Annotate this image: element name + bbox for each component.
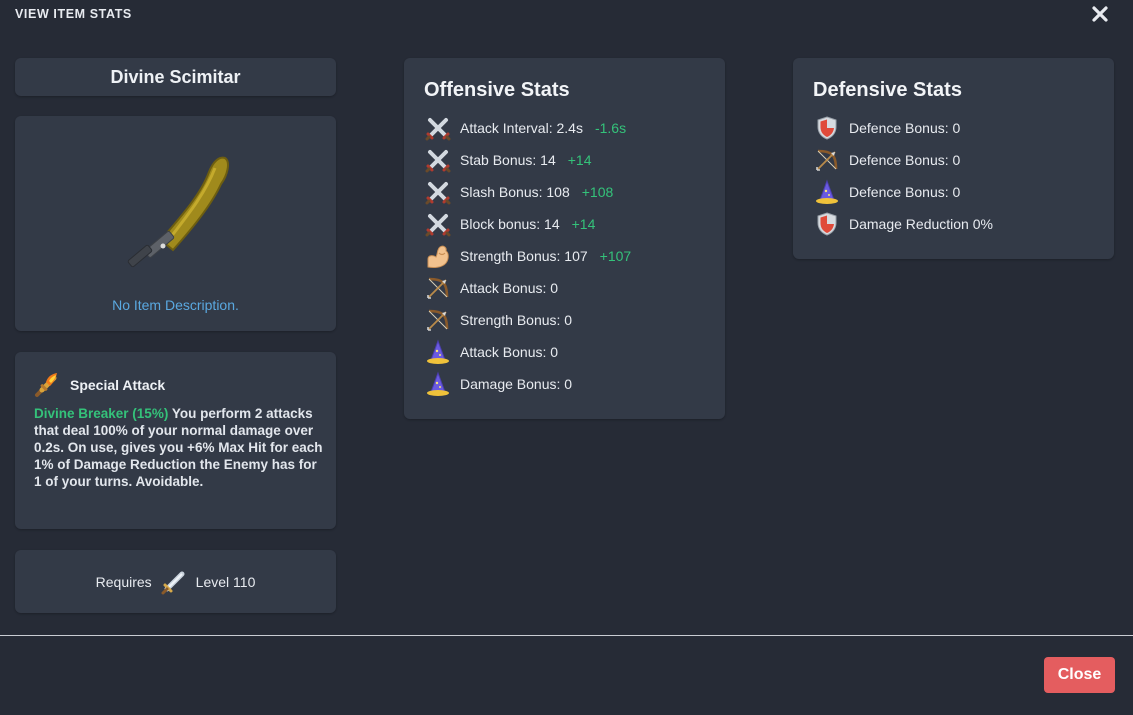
stat-label: Block bonus: 14 [460, 216, 560, 232]
wizard-hat-icon [813, 178, 841, 206]
defensive-stats-heading: Defensive Stats [813, 79, 962, 101]
shield-icon [813, 114, 841, 142]
stat-label: Attack Bonus: 0 [460, 280, 559, 296]
requires-label: Requires [95, 573, 152, 590]
modal-title: VIEW ITEM STATS [15, 7, 132, 21]
crossed-swords-icon [424, 210, 452, 238]
stat-label: Defence Bonus: 0 [849, 184, 961, 200]
defensive-stat-row: Defence Bonus: 0 [813, 112, 993, 144]
crossed-swords-icon [424, 178, 452, 206]
required-level: Level 110 [195, 573, 256, 590]
offensive-stat-row: Strength Bonus: 0 [424, 304, 631, 336]
close-button[interactable]: Close [1044, 657, 1115, 693]
item-name-panel: Divine Scimitar [15, 58, 336, 96]
offensive-stats-panel: Offensive Stats Attack Interval: 2.4s -1.… [404, 58, 725, 419]
bow-icon [813, 146, 841, 174]
defensive-stat-row: Damage Reduction 0% [813, 208, 993, 240]
offensive-stat-row: Slash Bonus: 108 +108 [424, 176, 631, 208]
offensive-stat-row: Stab Bonus: 14 +14 [424, 144, 631, 176]
offensive-stats-heading: Offensive Stats [424, 79, 570, 101]
stat-label: Strength Bonus: 107 [460, 248, 588, 264]
wizard-hat-icon [424, 370, 452, 398]
stat-label: Defence Bonus: 0 [849, 120, 961, 136]
crossed-swords-icon [424, 114, 452, 142]
offensive-stat-row: Block bonus: 14 +14 [424, 208, 631, 240]
special-attack-panel: Special Attack Divine Breaker (15%) You … [15, 352, 336, 529]
bow-icon [424, 306, 452, 334]
defensive-stats-panel: Defensive Stats Defence Bonus: 0 Defence … [793, 58, 1114, 259]
shield-icon [813, 210, 841, 238]
bow-icon [424, 274, 452, 302]
stat-label: Slash Bonus: 108 [460, 184, 570, 200]
stat-label: Defence Bonus: 0 [849, 152, 961, 168]
requirements-panel: Requires Level 110 [15, 550, 336, 613]
close-icon[interactable] [1091, 5, 1109, 23]
offensive-stat-row: Strength Bonus: 107 +107 [424, 240, 631, 272]
special-attack-text: You perform 2 attacks that deal 100% of … [34, 406, 323, 489]
stat-delta: +108 [581, 184, 614, 200]
stat-delta: +14 [567, 152, 592, 168]
defensive-stats-list: Defence Bonus: 0 Defence Bonus: 0 Defence … [813, 112, 993, 240]
defensive-stat-row: Defence Bonus: 0 [813, 144, 993, 176]
footer-divider [0, 635, 1133, 636]
stat-label: Attack Interval: 2.4s [460, 120, 583, 136]
stat-delta: +14 [571, 216, 596, 232]
offensive-stats-list: Attack Interval: 2.4s -1.6s Stab Bonus: 14… [424, 112, 631, 400]
stat-label: Strength Bonus: 0 [460, 312, 573, 328]
item-image-panel: No Item Description. [15, 116, 336, 331]
crossed-swords-icon [424, 146, 452, 174]
wizard-hat-icon [424, 338, 452, 366]
offensive-stat-row: Attack Bonus: 0 [424, 272, 631, 304]
defensive-stat-row: Defence Bonus: 0 [813, 176, 993, 208]
flaming-sword-icon [35, 373, 57, 397]
offensive-stat-row: Attack Interval: 2.4s -1.6s [424, 112, 631, 144]
stat-delta: -1.6s [594, 120, 627, 136]
special-attack-heading: Special Attack [70, 377, 166, 393]
offensive-stat-row: Attack Bonus: 0 [424, 336, 631, 368]
stat-delta: +107 [599, 248, 632, 264]
offensive-stat-row: Damage Bonus: 0 [424, 368, 631, 400]
stat-label: Stab Bonus: 14 [460, 152, 556, 168]
scimitar-icon [127, 156, 229, 268]
attack-sword-icon [161, 571, 185, 594]
stat-label: Damage Bonus: 0 [460, 376, 573, 392]
stat-label: Attack Bonus: 0 [460, 344, 559, 360]
item-description: No Item Description. [112, 297, 239, 313]
special-attack-description: Divine Breaker (15%) You perform 2 attac… [34, 405, 324, 490]
stat-label: Damage Reduction 0% [849, 216, 993, 232]
special-attack-name: Divine Breaker (15%) [34, 406, 169, 421]
flexed-arm-icon [424, 242, 452, 270]
item-name: Divine Scimitar [110, 66, 241, 87]
